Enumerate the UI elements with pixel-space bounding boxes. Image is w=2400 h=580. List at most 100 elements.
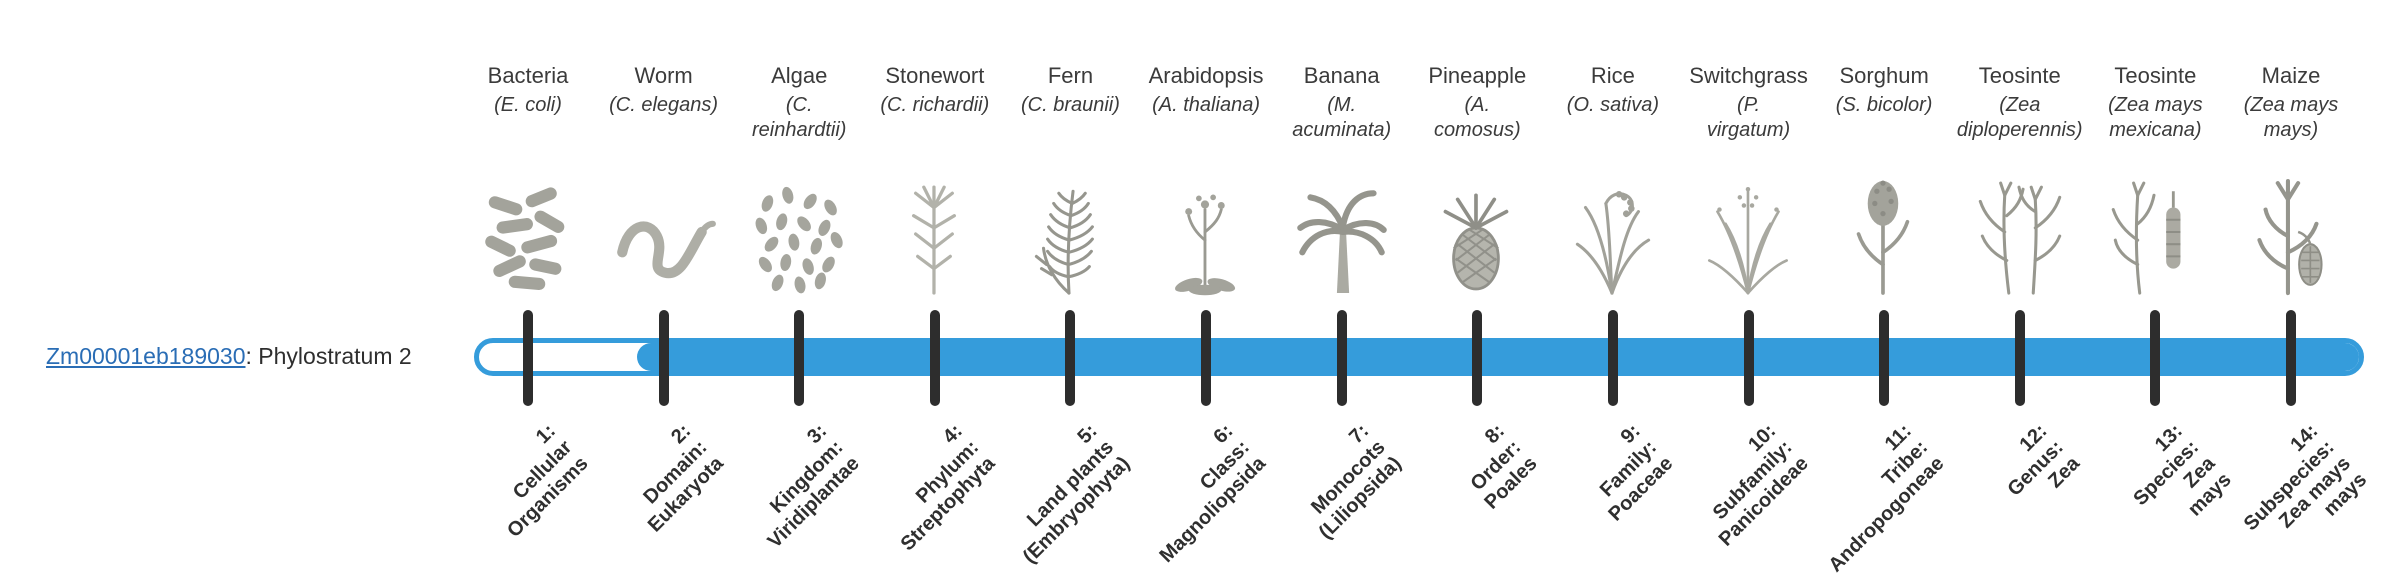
- stratum-tick-9: [1607, 310, 1618, 406]
- stratum-label-text: 4: Phylum: Streptophyta: [864, 420, 1000, 556]
- sorghum-icon: [1828, 168, 1940, 300]
- organism-column-12: Teosinte (Zea diploperennis): [1945, 62, 2095, 295]
- organism-scientific-name: (Zea mays mays): [2216, 93, 2366, 143]
- organism-column-5: Fern (C. braunii): [995, 62, 1145, 295]
- organism-name: Switchgrass: [1689, 63, 1808, 88]
- organism-name: Sorghum: [1839, 63, 1929, 88]
- organism-scientific-name-line: (M.: [1327, 94, 1357, 116]
- maize-icon: [2235, 168, 2347, 300]
- stratum-label-text: 11: Tribe: Andropogoneae: [1792, 420, 1949, 577]
- gene-label: Zm00001eb189030: Phylostratum 2: [46, 343, 412, 370]
- stratum-tick-7: [1336, 310, 1347, 406]
- stratum-label-text: 1: Cellular Organisms: [470, 420, 593, 543]
- pineapple-icon: [1421, 168, 1533, 300]
- stratum-tick-10: [1743, 310, 1754, 406]
- stratum-tick-8: [1472, 310, 1483, 406]
- organism-column-2: Worm (C. elegans): [589, 62, 739, 279]
- organism-scientific-name-line: mexicana): [2109, 119, 2202, 141]
- rice-icon: [1557, 168, 1669, 300]
- stratum-label-text: 6: Class: Magnoliopsida: [1123, 420, 1271, 568]
- banana-icon: [1286, 168, 1398, 300]
- stratum-label-text: 2: Domain: Eukaryota: [611, 420, 728, 537]
- stratum-label-text: 8: Order: Poales: [1448, 420, 1542, 514]
- organism-column-8: Pineapple (A. comosus): [1402, 62, 1552, 291]
- organism-scientific-name: (C. reinhardtii): [724, 93, 874, 143]
- organism-scientific-name-line: (S. bicolor): [1835, 94, 1933, 116]
- organism-scientific-name-line: (C. richardii): [880, 94, 990, 116]
- organism-scientific-name-line: comosus): [1433, 119, 1521, 141]
- phylostrata-bar: [474, 338, 2364, 376]
- organism-name: Rice: [1590, 63, 1635, 88]
- organism-scientific-name-line: acuminata): [1292, 119, 1392, 141]
- organism-name: Algae: [771, 63, 828, 88]
- organism-column-14: Maize (Zea mays mays): [2216, 62, 2366, 296]
- organism-column-1: Bacteria (E. coli): [453, 62, 603, 291]
- organism-name: Arabidopsis: [1148, 63, 1264, 88]
- gene-id-link[interactable]: Zm00001eb189030: [46, 343, 246, 369]
- organism-name: Pineapple: [1428, 63, 1527, 88]
- worm-icon: [608, 168, 720, 300]
- phylostrata-bar-fill: [637, 343, 2359, 371]
- stratum-label-text: 12: Genus: Zea: [1987, 420, 2085, 518]
- organism-scientific-name-line: (Zea: [1999, 94, 2041, 116]
- stratum-tick-5: [1065, 310, 1076, 406]
- organism-column-10: Switchgrass (P. virgatum): [1674, 62, 1824, 295]
- organism-column-4: Stonewort (C. richardii): [860, 62, 1010, 295]
- switchgrass-icon: [1693, 168, 1805, 300]
- teosinte-ear-icon: [2099, 168, 2211, 300]
- stratum-label-text: 13: Species: Zea mays: [2113, 420, 2236, 543]
- stratum-label-text: 14: Subspecies: Zea mays mays: [2224, 420, 2372, 568]
- arabidopsis-icon: [1150, 168, 1262, 300]
- gene-phylostratum-text: : Phylostratum 2: [245, 343, 412, 369]
- organism-column-7: Banana (M. acuminata): [1267, 62, 1417, 294]
- teosinte-icon: [1964, 168, 2076, 300]
- organism-name: Teosinte: [1978, 63, 2061, 88]
- organism-name: Stonewort: [885, 63, 985, 88]
- bacteria-icon: [472, 168, 584, 300]
- organism-name: Teosinte: [2114, 63, 2197, 88]
- stratum-label-text: 7: Monocots (Liliopsida): [1282, 420, 1406, 544]
- organism-scientific-name: (A. comosus): [1402, 93, 1552, 143]
- stratum-tick-14: [2285, 310, 2296, 406]
- organism-scientific-name-line: (Zea mays: [2108, 94, 2203, 116]
- stratum-tick-3: [794, 310, 805, 406]
- organism-scientific-name: (C. braunii): [995, 93, 1145, 118]
- organism-scientific-name-line: (C.: [785, 94, 813, 116]
- stratum-label-text: 5: Land plants (Embryophyta): [987, 420, 1136, 569]
- stratum-tick-13: [2150, 310, 2161, 406]
- organism-column-6: Arabidopsis (A. thaliana): [1131, 62, 1281, 296]
- organism-column-3: Algae (C. reinhardtii): [724, 62, 874, 294]
- organism-scientific-name: (E. coli): [453, 93, 603, 118]
- organism-scientific-name-line: diploperennis): [1956, 119, 2083, 141]
- organism-scientific-name-line: mays): [2263, 119, 2319, 141]
- organism-scientific-name: (S. bicolor): [1809, 93, 1959, 118]
- organism-scientific-name-line: (A. thaliana): [1152, 94, 1260, 116]
- organism-scientific-name: (Zea mays mexicana): [2080, 93, 2230, 143]
- organism-column-13: Teosinte (Zea mays mexicana): [2080, 62, 2230, 295]
- organism-scientific-name-line: reinhardtii): [751, 119, 847, 141]
- stratum-tick-2: [658, 310, 669, 406]
- organism-name: Maize: [2261, 63, 2321, 88]
- organism-column-9: Rice (O. sativa): [1538, 62, 1688, 295]
- stratum-tick-6: [1201, 310, 1212, 406]
- organism-scientific-name: (M. acuminata): [1267, 93, 1417, 143]
- stratum-label-text: 10: Subfamily: Panicoideae: [1682, 420, 1813, 551]
- organism-name: Bacteria: [487, 63, 569, 88]
- fern-icon: [1014, 168, 1126, 300]
- stratum-tick-4: [929, 310, 940, 406]
- stratum-tick-11: [1879, 310, 1890, 406]
- algae-icon: [743, 168, 855, 300]
- organism-column-11: Sorghum (S. bicolor): [1809, 62, 1959, 295]
- stratum-label-text: 3: Kingdom: Viridiplantae: [731, 420, 864, 553]
- stonewort-icon: [879, 168, 991, 300]
- organism-scientific-name: (C. elegans): [589, 93, 739, 118]
- organism-scientific-name-line: (Zea mays: [2243, 94, 2339, 116]
- organism-scientific-name-line: (A.: [1464, 94, 1491, 116]
- organism-scientific-name: (C. richardii): [860, 93, 1010, 118]
- organism-scientific-name-line: virgatum): [1706, 119, 1791, 141]
- organism-scientific-name-line: (O. sativa): [1566, 94, 1660, 116]
- organism-scientific-name-line: (C. elegans): [609, 94, 719, 116]
- stratum-tick-12: [2014, 310, 2025, 406]
- organism-scientific-name: (O. sativa): [1538, 93, 1688, 118]
